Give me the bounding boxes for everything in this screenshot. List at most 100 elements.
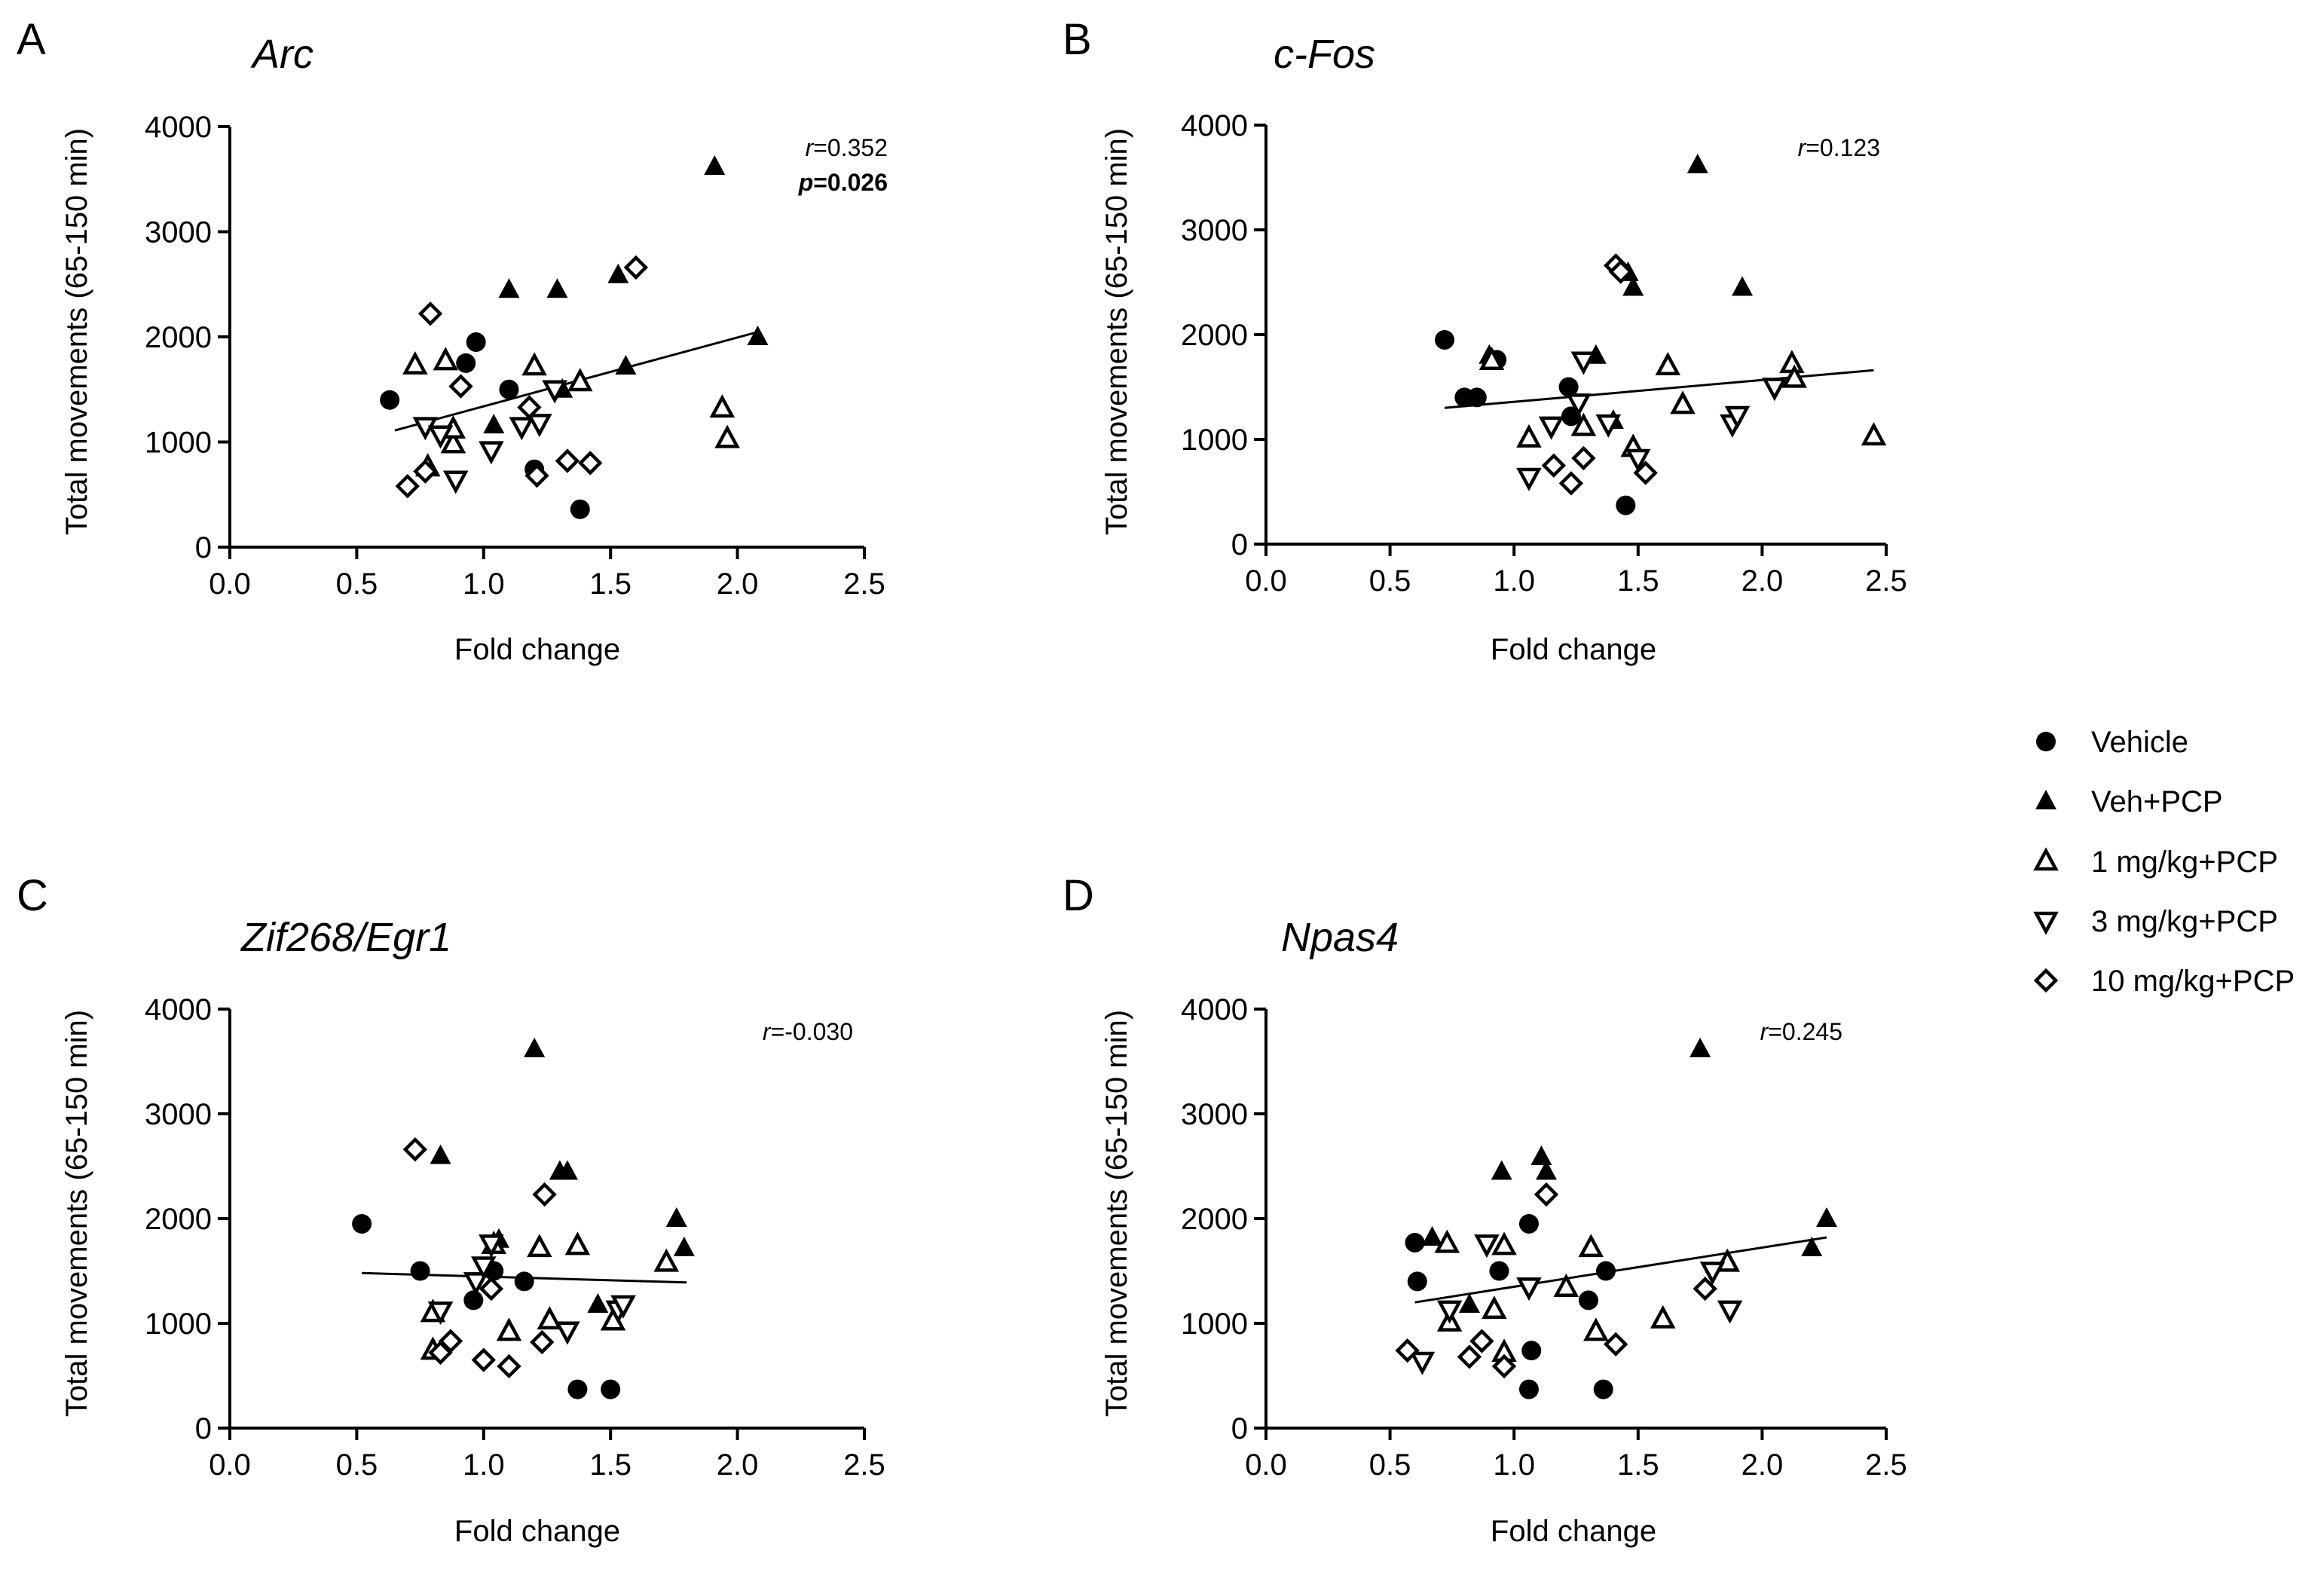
- panel-a-series-1mg: [402, 347, 740, 477]
- panel-b: B c-Fos Total movements (65-150 min) Fol…: [1063, 15, 1907, 666]
- panel-c-point-3mg: [471, 1256, 497, 1280]
- panel-b-x-tick-label: 0.5: [1369, 564, 1411, 598]
- panel-b-point-3mg: [1570, 351, 1597, 375]
- panel-d-y-tick-label: 3000: [1181, 1098, 1248, 1131]
- panel-b-point-1mg: [1781, 364, 1807, 388]
- panel-c-point-veh-pcp: [587, 1292, 609, 1313]
- panel-d-point-1mg: [1434, 1229, 1460, 1253]
- panel-d-x-tick-label: 0.0: [1245, 1448, 1287, 1482]
- legend-label-1mg: 1 mg/kg+PCP: [2091, 846, 2278, 879]
- panel-c-y-tick-label: 0: [195, 1412, 212, 1445]
- panel-a-point-10mg: [413, 459, 438, 484]
- legend-label-3mg: 3 mg/kg+PCP: [2091, 905, 2278, 938]
- panel-a-point-vehicle: [456, 353, 476, 373]
- panel-a-point-10mg: [417, 301, 443, 326]
- panel-d-x-tick-label: 0.5: [1369, 1448, 1411, 1482]
- legend-marker-veh-pcp: [2035, 790, 2056, 809]
- panel-b-x-axis-title: Fold change: [1491, 633, 1656, 666]
- panel-c-point-3mg: [427, 1301, 454, 1326]
- panel-b-x-tick-label: 1.0: [1493, 564, 1535, 598]
- panel-a-y-tick-label: 1000: [145, 427, 212, 460]
- panel-c-point-3mg: [479, 1234, 504, 1259]
- panel-d-y-axis-title: Total movements (65-150 min): [1100, 1010, 1133, 1417]
- panel-d-point-3mg: [1436, 1300, 1463, 1324]
- panel-d-point-3mg: [1699, 1262, 1726, 1286]
- panel-c-y-tick-label: 4000: [145, 993, 212, 1026]
- panel-d-point-1mg: [1583, 1317, 1609, 1341]
- panel-d-point-10mg: [1457, 1344, 1482, 1369]
- panel-d: D Npas4 Total movements (65-150 min) Fol…: [1063, 871, 1907, 1548]
- panel-a-r-value: r=0.352: [806, 134, 888, 161]
- panel-c-point-veh-pcp: [524, 1037, 546, 1057]
- panel-c-x-tick-label: 0.5: [336, 1448, 378, 1482]
- panel-a-point-10mg: [578, 451, 603, 476]
- panel-d-point-3mg: [1474, 1234, 1500, 1259]
- panel-d-point-vehicle: [1593, 1379, 1613, 1399]
- panel-c-point-3mg: [610, 1295, 636, 1319]
- panel-a-point-10mg: [395, 473, 420, 499]
- panel-d-r-value: r=0.245: [1760, 1018, 1842, 1045]
- panel-a-point-veh-pcp: [607, 263, 629, 283]
- panel-b-y-axis-title: Total movements (65-150 min): [1100, 128, 1133, 535]
- panel-d-point-1mg: [1482, 1295, 1507, 1320]
- panel-d-point-vehicle: [1521, 1341, 1542, 1361]
- panel-d-y-tick-label: 4000: [1181, 993, 1248, 1026]
- panel-d-point-veh-pcp: [1530, 1145, 1552, 1165]
- panel-a-y-tick-label: 4000: [145, 111, 212, 144]
- panel-a-point-veh-pcp: [483, 414, 505, 434]
- panel-b-y-tick-label: 3000: [1181, 214, 1248, 247]
- panel-d-point-1mg: [1578, 1234, 1604, 1258]
- panel-d-series-10mg: [1395, 1182, 1717, 1379]
- panel-c-x-tick-label: 2.5: [843, 1448, 885, 1482]
- panel-c-point-10mg: [530, 1329, 555, 1355]
- panel-b-series-10mg: [1541, 253, 1658, 496]
- panel-a-y-tick-label: 0: [195, 531, 212, 564]
- panel-a-point-veh-pcp: [546, 278, 568, 298]
- panel-d-point-1mg: [1491, 1231, 1517, 1256]
- legend-marker-10mg: [2033, 968, 2059, 993]
- panel-d-point-vehicle: [1518, 1213, 1539, 1234]
- legend-label-10mg: 10 mg/kg+PCP: [2091, 965, 2295, 998]
- panel-a-x-tick-label: 0.5: [336, 567, 378, 601]
- panel-d-x-tick-label: 1.5: [1617, 1448, 1659, 1482]
- panel-c-point-veh-pcp: [665, 1207, 687, 1227]
- panel-d-point-veh-pcp: [1689, 1037, 1711, 1057]
- legend: Vehicle Veh+PCP 1 mg/kg+PCP 3 mg/kg+PCP …: [2033, 726, 2295, 998]
- panel-b-point-1mg: [1516, 424, 1542, 448]
- panel-d-x-tick-label: 1.0: [1493, 1448, 1535, 1482]
- panel-c-point-10mg: [428, 1340, 453, 1366]
- panel-c-point-veh-pcp: [430, 1144, 451, 1164]
- panel-b-point-veh-pcp: [1732, 276, 1754, 296]
- panel-a-letter: A: [17, 15, 46, 64]
- panel-b-point-3mg: [1566, 393, 1592, 417]
- panel-c-title: Zif268/Egr1: [240, 915, 451, 960]
- legend-item-10mg: 10 mg/kg+PCP: [2033, 965, 2295, 998]
- panel-c-point-vehicle: [567, 1379, 588, 1399]
- panel-c-x-tick-label: 0.0: [209, 1448, 251, 1482]
- panel-a-y-tick-label: 2000: [145, 321, 212, 354]
- panel-c-point-1mg: [653, 1248, 680, 1272]
- panel-d-point-vehicle: [1489, 1261, 1509, 1281]
- panel-a-point-10mg: [517, 395, 542, 420]
- panel-c-letter: C: [17, 871, 48, 920]
- panel-a-point-vehicle: [380, 390, 400, 410]
- panel-d-point-3mg: [1516, 1277, 1542, 1301]
- panel-c-point-1mg: [527, 1234, 552, 1258]
- panel-a-point-1mg: [521, 352, 547, 376]
- panel-b-point-3mg: [1762, 378, 1787, 402]
- panel-d-point-10mg: [1693, 1276, 1717, 1301]
- panel-d-regression-line: [1414, 1236, 1827, 1304]
- panel-a-x-tick-label: 1.0: [463, 567, 505, 601]
- panel-a-series-10mg: [395, 255, 649, 499]
- panel-c-point-1mg: [537, 1306, 563, 1330]
- panel-d-series-vehicle: [1405, 1213, 1616, 1399]
- panel-d-point-vehicle: [1407, 1271, 1427, 1292]
- panel-a-x-tick-label: 2.5: [843, 567, 885, 601]
- panel-b-point-1mg: [1670, 390, 1696, 414]
- panel-b-point-vehicle: [1558, 377, 1579, 397]
- panel-b-r-value: r=0.123: [1798, 134, 1880, 161]
- panel-c-point-vehicle: [463, 1290, 484, 1311]
- panel-a-point-3mg: [442, 470, 469, 494]
- panel-a-point-vehicle: [466, 332, 486, 352]
